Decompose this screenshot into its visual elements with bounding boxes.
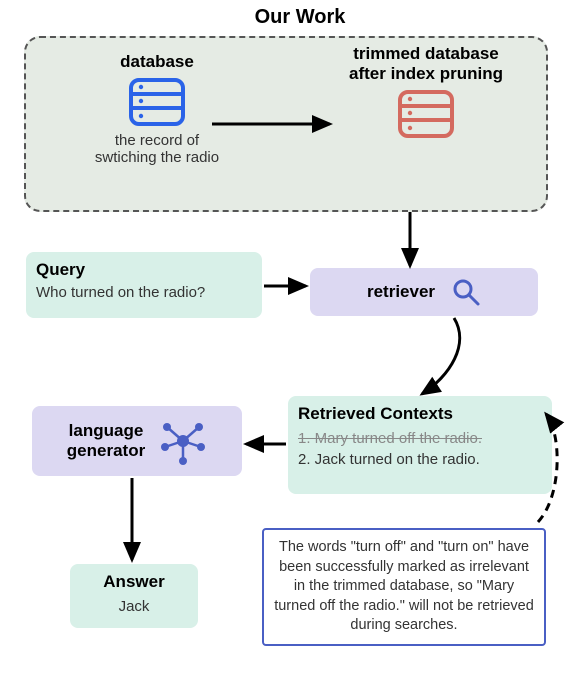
- generator-label-1: language: [67, 421, 145, 441]
- trimmed-db-label-1: trimmed database: [318, 44, 534, 64]
- answer-label: Answer: [80, 572, 188, 592]
- page-title: Our Work: [200, 6, 400, 29]
- database-caption-2: swtiching the radio: [58, 149, 256, 166]
- database-label: database: [58, 52, 256, 72]
- retrieved-label: Retrieved Contexts: [298, 404, 542, 424]
- note-box: The words "turn off" and "turn on" have …: [262, 528, 546, 646]
- retrieved-line-1: 1. Mary turned off the radio.: [298, 430, 542, 447]
- retriever-label: retriever: [367, 282, 435, 302]
- query-label: Query: [36, 260, 252, 280]
- network-icon: [159, 417, 207, 465]
- retrieved-line-2: 2. Jack turned on the radio.: [298, 451, 542, 468]
- retriever-node: retriever: [310, 268, 538, 316]
- answer-node: Answer Jack: [70, 564, 198, 628]
- trimmed-db-label-2: after index pruning: [318, 64, 534, 84]
- answer-text: Jack: [80, 598, 188, 615]
- retrieved-contexts-node: Retrieved Contexts 1. Mary turned off th…: [288, 396, 552, 494]
- trimmed-db-block: trimmed database after index pruning: [318, 44, 534, 144]
- query-text: Who turned on the radio?: [36, 284, 252, 301]
- generator-node: language generator: [32, 406, 242, 476]
- generator-label-2: generator: [67, 441, 145, 461]
- search-icon: [451, 277, 481, 307]
- query-node: Query Who turned on the radio?: [26, 252, 262, 318]
- database-icon: [127, 76, 187, 128]
- database-caption-1: the record of: [58, 132, 256, 149]
- database-block: database the record of swtiching the rad…: [58, 52, 256, 166]
- trimmed-db-icon: [396, 88, 456, 140]
